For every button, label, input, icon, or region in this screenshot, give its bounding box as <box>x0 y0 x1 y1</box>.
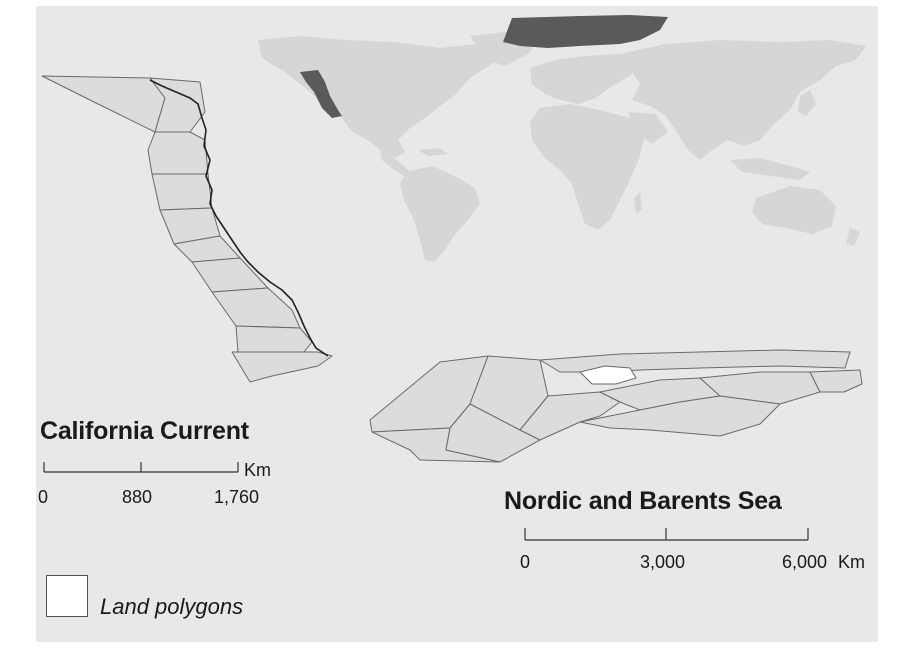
arabia-landmass <box>628 112 668 144</box>
caribbean-islands <box>418 148 448 156</box>
new-zealand-landmass <box>846 228 860 246</box>
southeast-asia-islands <box>730 158 810 180</box>
japan-landmass <box>798 90 816 116</box>
cc-scale-label-1: 880 <box>122 487 153 507</box>
cc-scale-label-0: 0 <box>38 487 49 507</box>
asia-landmass <box>620 40 866 160</box>
california-current-title: California Current <box>40 417 249 445</box>
land-polygons-label: Land polygons <box>100 594 244 619</box>
central-america-landmass <box>380 150 410 176</box>
nb-scale-label-2: 6,000 <box>782 552 828 572</box>
nb-scale-label-1: 3,000 <box>640 552 686 572</box>
california-current-polygons <box>41 75 333 383</box>
nb-scale-label-0: 0 <box>520 552 531 572</box>
world-landmasses <box>258 30 866 262</box>
highlight-california-current <box>300 70 342 118</box>
cc-scale-label-2: 1,760 <box>214 487 260 507</box>
australia-landmass <box>752 186 836 234</box>
california-coastline <box>149 79 329 357</box>
nb-scale-unit: Km <box>838 552 865 572</box>
north-america-landmass <box>258 36 500 158</box>
nordic-barents-title: Nordic and Barents Sea <box>504 487 782 515</box>
nb-land-hole <box>579 365 637 385</box>
europe-landmass <box>530 54 640 104</box>
cc-zone-10 <box>231 351 333 383</box>
south-america-landmass <box>400 166 480 262</box>
africa-landmass <box>530 104 645 230</box>
nb-zone-southeast <box>579 395 781 437</box>
land-polygons-swatch <box>46 575 88 617</box>
madagascar-landmass <box>634 192 642 214</box>
highlighted-regions <box>300 15 668 118</box>
cc-zone-9 <box>235 325 313 353</box>
nb-zone-east <box>809 369 863 393</box>
cc-zone-8 <box>211 287 301 329</box>
highlight-nordic-barents <box>503 15 668 48</box>
cc-scale-unit: Km <box>244 460 271 480</box>
